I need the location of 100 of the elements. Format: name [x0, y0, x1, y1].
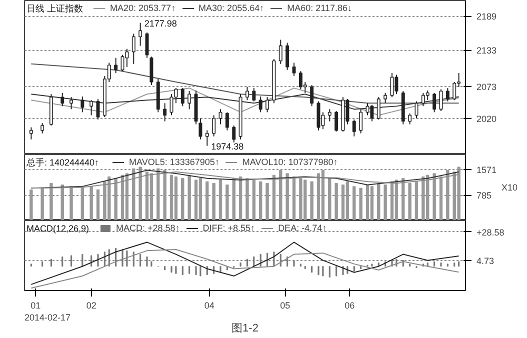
candlestick: [90, 100, 94, 116]
candlestick: [426, 90, 430, 101]
bar: [259, 181, 262, 220]
bar: [188, 174, 191, 220]
y-tick-label: 785: [476, 190, 492, 201]
bar: [341, 184, 345, 220]
bar: [163, 170, 166, 220]
candlestick: [198, 118, 202, 140]
bar: [232, 178, 236, 220]
bar: [170, 174, 174, 220]
candlestick: [352, 118, 356, 137]
bar: [80, 188, 84, 220]
bar: [138, 166, 142, 220]
x-tick-label: 05: [280, 300, 290, 310]
candlestick: [446, 88, 450, 102]
candlestick: [132, 33, 136, 64]
bar: [30, 189, 33, 220]
bar: [206, 181, 209, 220]
chart-title: 日线 上证指数: [26, 4, 84, 14]
bar: [132, 168, 136, 220]
bar: [114, 178, 118, 220]
bar: [252, 180, 256, 220]
y-tick-label: 2020: [476, 114, 497, 124]
bar: [439, 176, 443, 220]
annotation: 1974.38: [211, 141, 244, 152]
y-tick-label: +28.58: [476, 227, 504, 238]
bar: [408, 182, 412, 220]
legend-label: MA60: 2117.86↓: [287, 3, 352, 13]
candlestick: [384, 92, 388, 104]
bar: [272, 174, 276, 220]
bar: [334, 182, 338, 220]
legend-label: MA20: 2053.77↑: [110, 3, 176, 13]
bar: [310, 181, 314, 220]
candlestick: [29, 126, 33, 140]
candlestick: [334, 110, 338, 132]
bar: [226, 184, 229, 220]
candlestick: [125, 48, 129, 68]
bar: [181, 178, 184, 220]
bar: [279, 170, 282, 220]
bar: [432, 173, 436, 220]
bar: [60, 184, 64, 220]
bar: [394, 180, 398, 220]
bar: [346, 181, 350, 220]
legend-label: MAVOL10: 107377980↑: [242, 157, 338, 167]
candlestick: [163, 102, 167, 122]
candlestick: [212, 114, 216, 137]
candlestick: [252, 88, 256, 102]
bar: [370, 186, 374, 220]
bar: [316, 173, 320, 220]
candlestick: [310, 84, 314, 107]
bar: [321, 170, 325, 220]
bar: [414, 181, 418, 220]
annotation: 2177.98: [144, 18, 177, 28]
candlestick: [432, 92, 436, 113]
candlestick: [258, 96, 262, 113]
y-tick-label: 2073: [476, 82, 497, 92]
candlestick: [70, 96, 74, 110]
x-tick-label: 02: [86, 300, 96, 310]
bar: [145, 172, 149, 220]
candlestick: [376, 96, 380, 120]
bar: [286, 173, 289, 220]
bar: [328, 178, 332, 220]
text: 2014-02-17: [24, 312, 71, 322]
bar: [194, 180, 198, 220]
candlestick: [114, 57, 118, 74]
candlestick: [40, 122, 44, 134]
y-tick-label: 4.73: [476, 256, 494, 266]
caption: 图1-2: [232, 322, 258, 334]
x-tick-label: 06: [344, 300, 355, 310]
bar: [377, 182, 380, 220]
candlestick: [408, 112, 412, 125]
candlestick: [180, 88, 184, 107]
y-tick-label: 2189: [476, 12, 497, 22]
bar: [96, 189, 100, 220]
bar: [446, 170, 450, 220]
bar: [384, 184, 387, 220]
candlestick: [452, 82, 456, 101]
bar: [150, 173, 154, 220]
bar: [156, 168, 160, 220]
candlestick: [394, 74, 398, 95]
line-series: [30, 63, 460, 104]
bar: [212, 182, 216, 220]
y-tick-label: 2133: [476, 46, 497, 56]
legend-label: DIFF: +8.55↑: [202, 223, 256, 233]
bar: [246, 178, 249, 220]
line-series: [30, 94, 460, 110]
bar: [70, 186, 73, 220]
bar: [266, 182, 269, 220]
bar: [174, 176, 178, 220]
candlestick: [205, 130, 209, 146]
candlestick: [266, 96, 270, 113]
bar: [40, 188, 44, 220]
x-tick-label: 01: [30, 300, 41, 310]
legend-label: MA30: 2055.64↑: [198, 3, 264, 13]
legend-label: MACD: +28.58↑: [116, 223, 180, 233]
bar: [50, 182, 53, 220]
bar: [402, 178, 405, 220]
bar: [366, 184, 370, 220]
line-series: [30, 88, 460, 116]
candlestick: [232, 125, 236, 143]
